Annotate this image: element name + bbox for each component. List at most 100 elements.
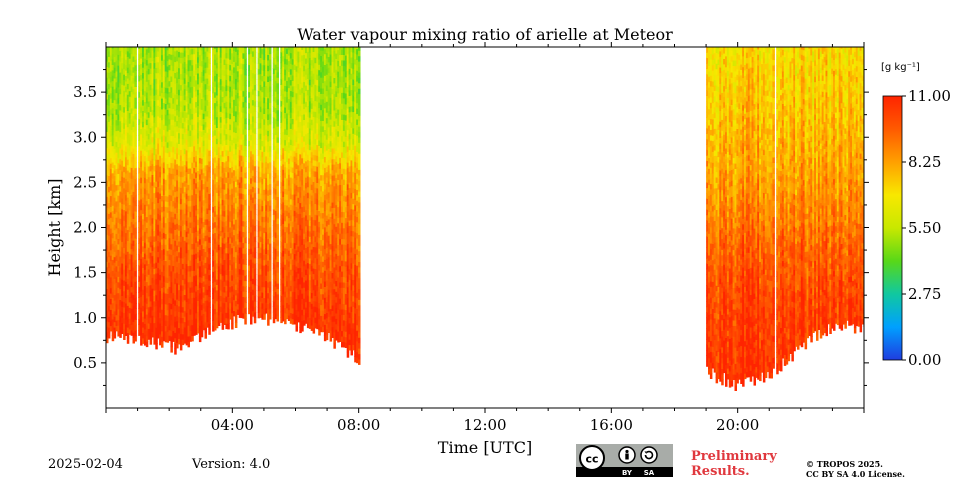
heatmap-cell: [119, 169, 122, 176]
heatmap-cell: [176, 115, 179, 121]
heatmap-cell: [265, 123, 268, 130]
heatmap-cell: [263, 135, 266, 142]
heatmap-cell: [189, 47, 192, 50]
heatmap-cell: [229, 216, 232, 223]
heatmap-cell: [157, 67, 160, 74]
heatmap-cell: [147, 138, 151, 145]
heatmap-cell: [130, 178, 134, 185]
heatmap-cell: [181, 295, 185, 302]
heatmap-cell: [227, 150, 230, 157]
heatmap-cell: [236, 265, 240, 272]
heatmap-cell: [126, 197, 130, 204]
heatmap-cell: [206, 316, 209, 323]
heatmap-cell: [151, 309, 154, 316]
heatmap-cell: [142, 56, 145, 63]
heatmap-cell: [267, 195, 270, 202]
heatmap-cell: [238, 100, 242, 107]
heatmap-cell: [130, 254, 134, 260]
heatmap-cell: [142, 262, 145, 268]
heatmap-cell: [170, 260, 173, 266]
heatmap-cell: [242, 263, 245, 270]
heatmap-cell: [161, 190, 164, 196]
heatmap-cell: [121, 122, 124, 129]
heatmap-cell: [113, 240, 117, 247]
heatmap-cell: [109, 217, 113, 224]
heatmap-cell: [267, 49, 270, 55]
heatmap-cell: [286, 47, 289, 49]
heatmap-cell: [221, 258, 225, 265]
heatmap-cell: [183, 251, 187, 258]
heatmap-cell: [265, 150, 268, 157]
heatmap-cell: [134, 335, 137, 342]
heatmap-cell: [286, 302, 289, 309]
heatmap-cell: [248, 91, 251, 98]
heatmap-cell: [276, 196, 279, 203]
heatmap-cell: [197, 159, 200, 166]
heatmap-cell: [178, 165, 181, 172]
heatmap-cell: [123, 144, 126, 151]
heatmap-cell: [259, 117, 262, 123]
heatmap-cell: [140, 47, 143, 54]
heatmap-cell: [259, 214, 262, 221]
heatmap-cell: [164, 320, 168, 326]
heatmap-cell: [134, 108, 137, 114]
heatmap-cell: [215, 311, 219, 318]
heatmap-cell: [238, 284, 242, 291]
heatmap-cell: [107, 159, 111, 166]
heatmap-cell: [236, 124, 240, 131]
heatmap-cell: [291, 215, 295, 222]
heatmap-cell: [257, 74, 261, 80]
heatmap-cell: [193, 102, 196, 109]
heatmap-cell: [257, 144, 261, 151]
heatmap-cell: [265, 69, 268, 76]
heatmap-cell: [189, 70, 192, 77]
heatmap-cell: [259, 144, 262, 150]
heatmap-cell: [193, 286, 196, 293]
heatmap-cell: [204, 110, 207, 117]
heatmap-cell: [187, 249, 190, 256]
heatmap-cell: [123, 63, 126, 70]
heatmap-cell: [179, 344, 183, 351]
heatmap-cell: [193, 129, 196, 136]
heatmap-cell: [289, 155, 293, 162]
heatmap-cell: [153, 160, 156, 166]
heatmap-cell: [121, 198, 124, 204]
heatmap-cell: [212, 195, 215, 202]
heatmap-cell: [206, 61, 209, 68]
heatmap-cell: [193, 237, 196, 244]
heatmap-cell: [151, 125, 154, 132]
heatmap-cell: [142, 251, 145, 258]
heatmap-cell: [276, 218, 279, 225]
heatmap-cell: [263, 313, 266, 320]
heatmap-cell: [174, 278, 177, 285]
heatmap-cell: [202, 167, 206, 174]
heatmap-cell: [128, 323, 132, 330]
heatmap-cell: [221, 172, 225, 179]
heatmap-cell: [229, 59, 232, 66]
heatmap-cell: [183, 224, 187, 230]
heatmap-cell: [161, 179, 164, 186]
heatmap-cell: [107, 245, 111, 252]
heatmap-cell: [250, 91, 253, 98]
heatmap-cell: [267, 54, 270, 61]
heatmap-cell: [183, 67, 187, 73]
heatmap-cell: [197, 251, 200, 258]
heatmap-cell: [162, 113, 166, 120]
heatmap-cell: [161, 130, 164, 137]
heatmap-cell: [145, 59, 149, 66]
heatmap-cell: [142, 218, 145, 225]
heatmap-cell: [185, 84, 189, 91]
heatmap-cell: [276, 147, 279, 154]
heatmap-cell: [214, 53, 217, 60]
heatmap-cell: [130, 194, 134, 201]
heatmap-cell: [166, 49, 170, 56]
heatmap-cell: [132, 158, 135, 165]
heatmap-cell: [240, 274, 243, 281]
heatmap-cell: [272, 62, 276, 69]
heatmap-cell: [179, 133, 183, 140]
heatmap-cell: [119, 72, 122, 78]
heatmap-cell: [170, 341, 173, 348]
heatmap-cell: [251, 240, 255, 247]
heatmap-cell: [187, 265, 190, 272]
heatmap-cell: [174, 126, 177, 133]
